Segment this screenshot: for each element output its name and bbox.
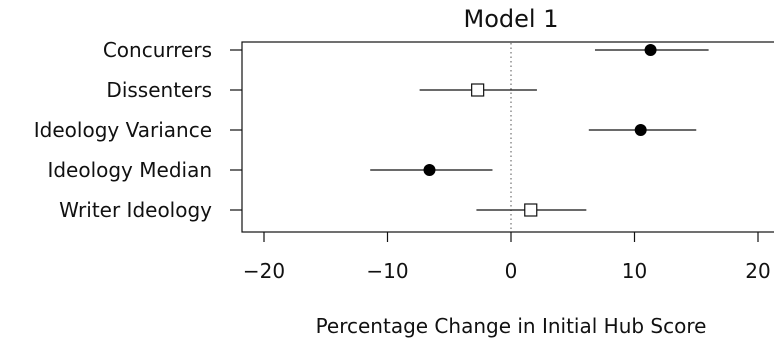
x-tick-label: 10: [622, 259, 647, 283]
point-estimate-filled: [634, 124, 647, 136]
x-tick-label: 20: [745, 259, 770, 283]
y-tick-label: Dissenters: [106, 78, 212, 102]
point-estimate-filled: [423, 164, 436, 176]
chart-title: Model 1: [464, 5, 559, 33]
x-tick-label: −10: [366, 259, 408, 283]
x-axis-label: Percentage Change in Initial Hub Score: [316, 314, 707, 338]
y-tick-label: Ideology Median: [47, 158, 212, 182]
y-tick-label: Concurrers: [103, 38, 212, 62]
point-estimate-open: [471, 83, 485, 97]
plot-frame: [241, 41, 774, 233]
y-tick-label: Ideology Variance: [34, 118, 212, 142]
y-tick-label: Writer Ideology: [59, 198, 212, 222]
point-estimate-open: [524, 203, 538, 217]
x-tick-label: −20: [243, 259, 285, 283]
point-estimate-filled: [644, 44, 657, 56]
x-tick-label: 0: [505, 259, 518, 283]
